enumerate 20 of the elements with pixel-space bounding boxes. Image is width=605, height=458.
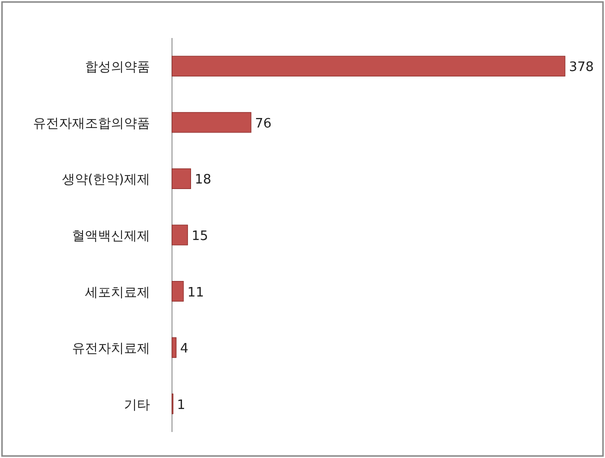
y-tick-label: 생약(한약)제제 [62, 172, 150, 188]
data-label: 11 [187, 285, 204, 300]
y-tick-label: 기타 [124, 398, 150, 413]
bar [172, 337, 176, 358]
data-label: 76 [255, 116, 272, 132]
y-tick-label: 혈액백신제제 [72, 229, 150, 244]
data-label: 1 [177, 398, 186, 413]
bar [172, 56, 566, 76]
bar [172, 224, 188, 246]
y-tick-label: 세포치료제 [85, 285, 150, 300]
y-tick-label: 유전자재조합의약품 [33, 116, 150, 132]
data-label: 15 [192, 229, 208, 244]
data-label: 4 [180, 342, 188, 357]
bar [172, 280, 184, 302]
data-label: 378 [569, 60, 594, 76]
y-tick-label: 유전자치료제 [72, 342, 150, 357]
y-tick-label: 합성의약품 [85, 60, 150, 76]
bar [172, 168, 192, 190]
data-label: 18 [194, 172, 212, 188]
bar [172, 112, 252, 133]
